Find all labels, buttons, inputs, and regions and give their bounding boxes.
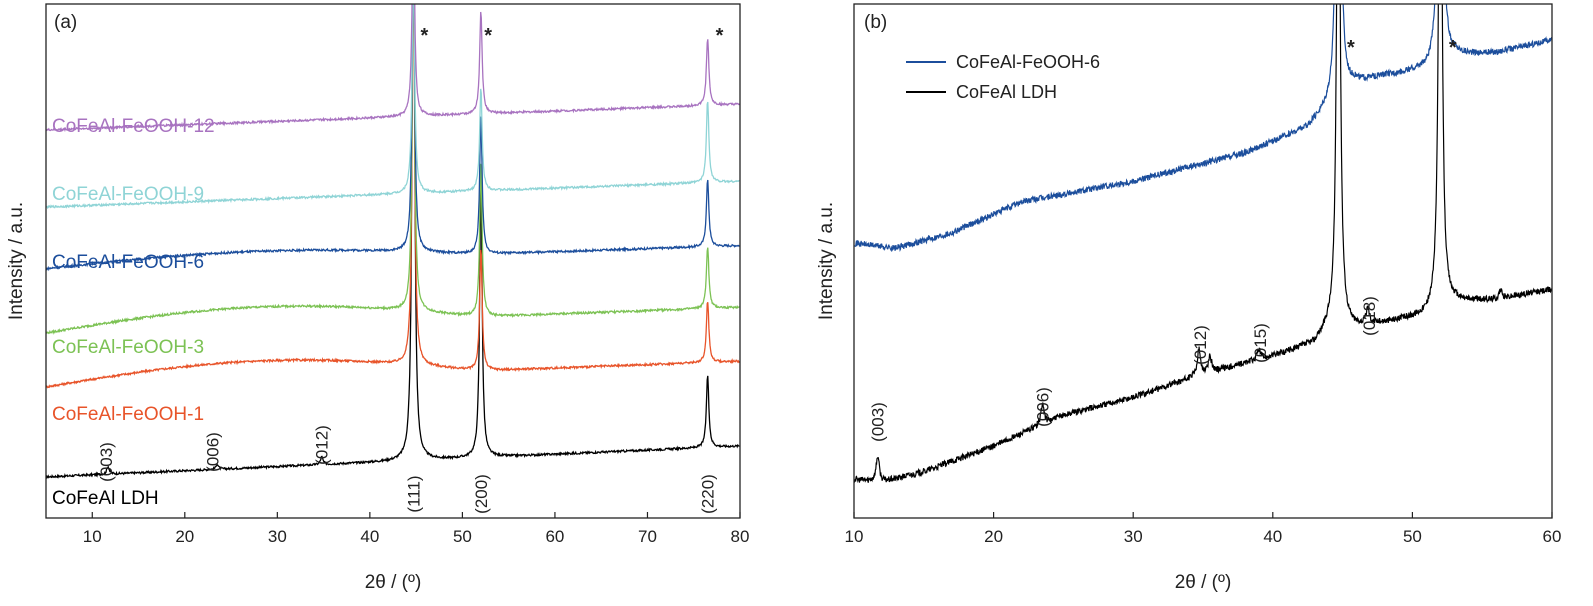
hkl-label-b: (012)	[1191, 325, 1210, 365]
x-tick-label-b: 30	[1124, 527, 1143, 546]
star-marker-a: *	[420, 25, 428, 47]
panel-a-series-labels: CoFeAl-FeOOH-12 CoFeAl-FeOOH-9 CoFeAl-Fe…	[52, 116, 215, 509]
series-label-ldh: CoFeAl LDH	[52, 488, 159, 509]
panel-b-x-axis-label: 2θ / (º)	[1175, 572, 1232, 593]
star-marker-b: *	[1347, 37, 1355, 59]
x-tick-label-b: 50	[1403, 527, 1422, 546]
series-line-a-cofeal-feooh-6	[46, 4, 740, 272]
series-label-feooh-9: CoFeAl-FeOOH-9	[52, 184, 204, 205]
panel-a-star-markers: * * *	[420, 25, 723, 47]
panel-b-x-ticks: 10 20 30 40 50 60	[845, 512, 1562, 546]
legend-label-ldh: CoFeAl LDH	[956, 82, 1057, 102]
panel-b-y-axis-label: Intensity / a.u.	[816, 202, 837, 320]
star-marker-a: *	[716, 25, 724, 47]
hkl-label-a: (111)	[404, 475, 423, 512]
x-tick-label-a: 40	[360, 527, 379, 546]
x-tick-label-b: 20	[984, 527, 1003, 546]
series-label-feooh-1: CoFeAl-FeOOH-1	[52, 404, 204, 425]
legend-label-feooh-6: CoFeAl-FeOOH-6	[956, 52, 1100, 72]
series-label-feooh-12: CoFeAl-FeOOH-12	[52, 116, 215, 137]
series-line-a-cofeal-feooh-12	[46, 4, 740, 133]
hkl-label-a: (006)	[204, 432, 223, 472]
panel-a-plot-frame	[45, 3, 741, 519]
x-tick-label-a: 30	[268, 527, 287, 546]
panel-a-x-ticks: 10 20 30 40 50 60 70 80	[83, 512, 750, 546]
star-marker-a: *	[484, 25, 492, 47]
x-tick-label-a: 70	[638, 527, 657, 546]
hkl-label-b: (006)	[1033, 387, 1052, 427]
series-line-a-cofeal-feooh-1	[46, 4, 740, 389]
panel-a-series-group	[46, 4, 740, 480]
panel-a-y-axis-label: Intensity / a.u.	[6, 202, 27, 320]
series-label-feooh-3: CoFeAl-FeOOH-3	[52, 337, 204, 358]
hkl-label-b: (018)	[1360, 296, 1379, 336]
x-tick-label-a: 50	[453, 527, 472, 546]
hkl-label-a: (200)	[472, 474, 491, 514]
panel-b-plot-frame	[853, 3, 1553, 519]
series-line-a-cofeal-feooh-9	[46, 4, 740, 209]
x-tick-label-a: 10	[83, 527, 102, 546]
series-line-b-cofeal-feooh-6	[854, 4, 1552, 253]
hkl-label-b: (003)	[869, 402, 888, 442]
x-tick-label-b: 40	[1263, 527, 1282, 546]
series-line-a-cofeal-ldh	[46, 4, 740, 480]
panel-b-chart: 10 20 30 40 50 60 (b) 2θ / (º) Intensity / a.…	[816, 3, 1562, 593]
x-tick-label-a: 20	[175, 527, 194, 546]
hkl-label-b: (015)	[1251, 323, 1270, 363]
hkl-label-a: (012)	[313, 425, 332, 465]
series-label-feooh-6: CoFeAl-FeOOH-6	[52, 252, 204, 273]
series-line-a-cofeal-feooh-3	[46, 4, 740, 335]
x-tick-label-a: 80	[731, 527, 750, 546]
panel-b-series-group	[854, 4, 1552, 484]
hkl-label-a: (003)	[97, 442, 116, 482]
panel-b-legend: CoFeAl-FeOOH-6 CoFeAl LDH	[906, 52, 1100, 102]
star-marker-b: *	[1449, 37, 1457, 59]
panel-b-star-markers: * *	[1347, 37, 1457, 59]
panel-b-hkl-labels: (003) (006) (012) (015) (018)	[869, 296, 1379, 442]
x-tick-label-b: 60	[1543, 527, 1562, 546]
x-tick-label-a: 60	[545, 527, 564, 546]
panel-a-x-axis-label: 2θ / (º)	[365, 572, 422, 593]
hkl-label-a: (220)	[699, 474, 718, 514]
series-line-b-cofeal-ldh	[854, 4, 1552, 484]
x-tick-label-b: 10	[845, 527, 864, 546]
panel-a-hkl-labels: (003) (006) (012) (111) (200) (220)	[97, 425, 717, 514]
panel-a-label: (a)	[54, 12, 77, 33]
panel-b-label: (b)	[864, 12, 887, 33]
panel-a-chart: 10 20 30 40 50 60 70 80 (a) 2θ / (º) Intensity …	[6, 3, 750, 593]
